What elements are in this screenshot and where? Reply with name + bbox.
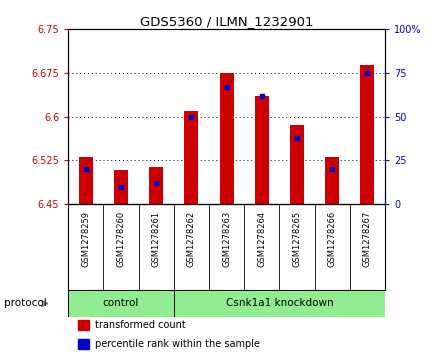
Text: GSM1278265: GSM1278265 xyxy=(293,211,301,267)
Bar xyxy=(360,65,374,204)
Text: GSM1278259: GSM1278259 xyxy=(81,211,90,267)
Text: protocol: protocol xyxy=(4,298,47,309)
Text: GSM1278263: GSM1278263 xyxy=(222,211,231,267)
Text: control: control xyxy=(103,298,139,309)
Bar xyxy=(325,158,339,204)
Bar xyxy=(255,96,269,204)
Text: percentile rank within the sample: percentile rank within the sample xyxy=(95,339,260,350)
Bar xyxy=(78,339,89,349)
Text: GSM1278266: GSM1278266 xyxy=(328,211,337,267)
Bar xyxy=(68,290,174,317)
Bar xyxy=(220,73,234,204)
Text: GSM1278264: GSM1278264 xyxy=(257,211,266,267)
Text: GSM1278267: GSM1278267 xyxy=(363,211,372,267)
Text: GSM1278262: GSM1278262 xyxy=(187,211,196,267)
Bar xyxy=(184,111,198,204)
Bar xyxy=(290,125,304,204)
Text: GSM1278261: GSM1278261 xyxy=(152,211,161,267)
Text: transformed count: transformed count xyxy=(95,320,186,330)
Text: GSM1278260: GSM1278260 xyxy=(117,211,125,267)
Bar xyxy=(114,170,128,204)
Bar xyxy=(79,158,93,204)
Title: GDS5360 / ILMN_1232901: GDS5360 / ILMN_1232901 xyxy=(140,15,313,28)
Bar xyxy=(149,167,163,204)
Bar xyxy=(78,320,89,330)
Bar xyxy=(174,290,385,317)
Text: Csnk1a1 knockdown: Csnk1a1 knockdown xyxy=(226,298,333,309)
